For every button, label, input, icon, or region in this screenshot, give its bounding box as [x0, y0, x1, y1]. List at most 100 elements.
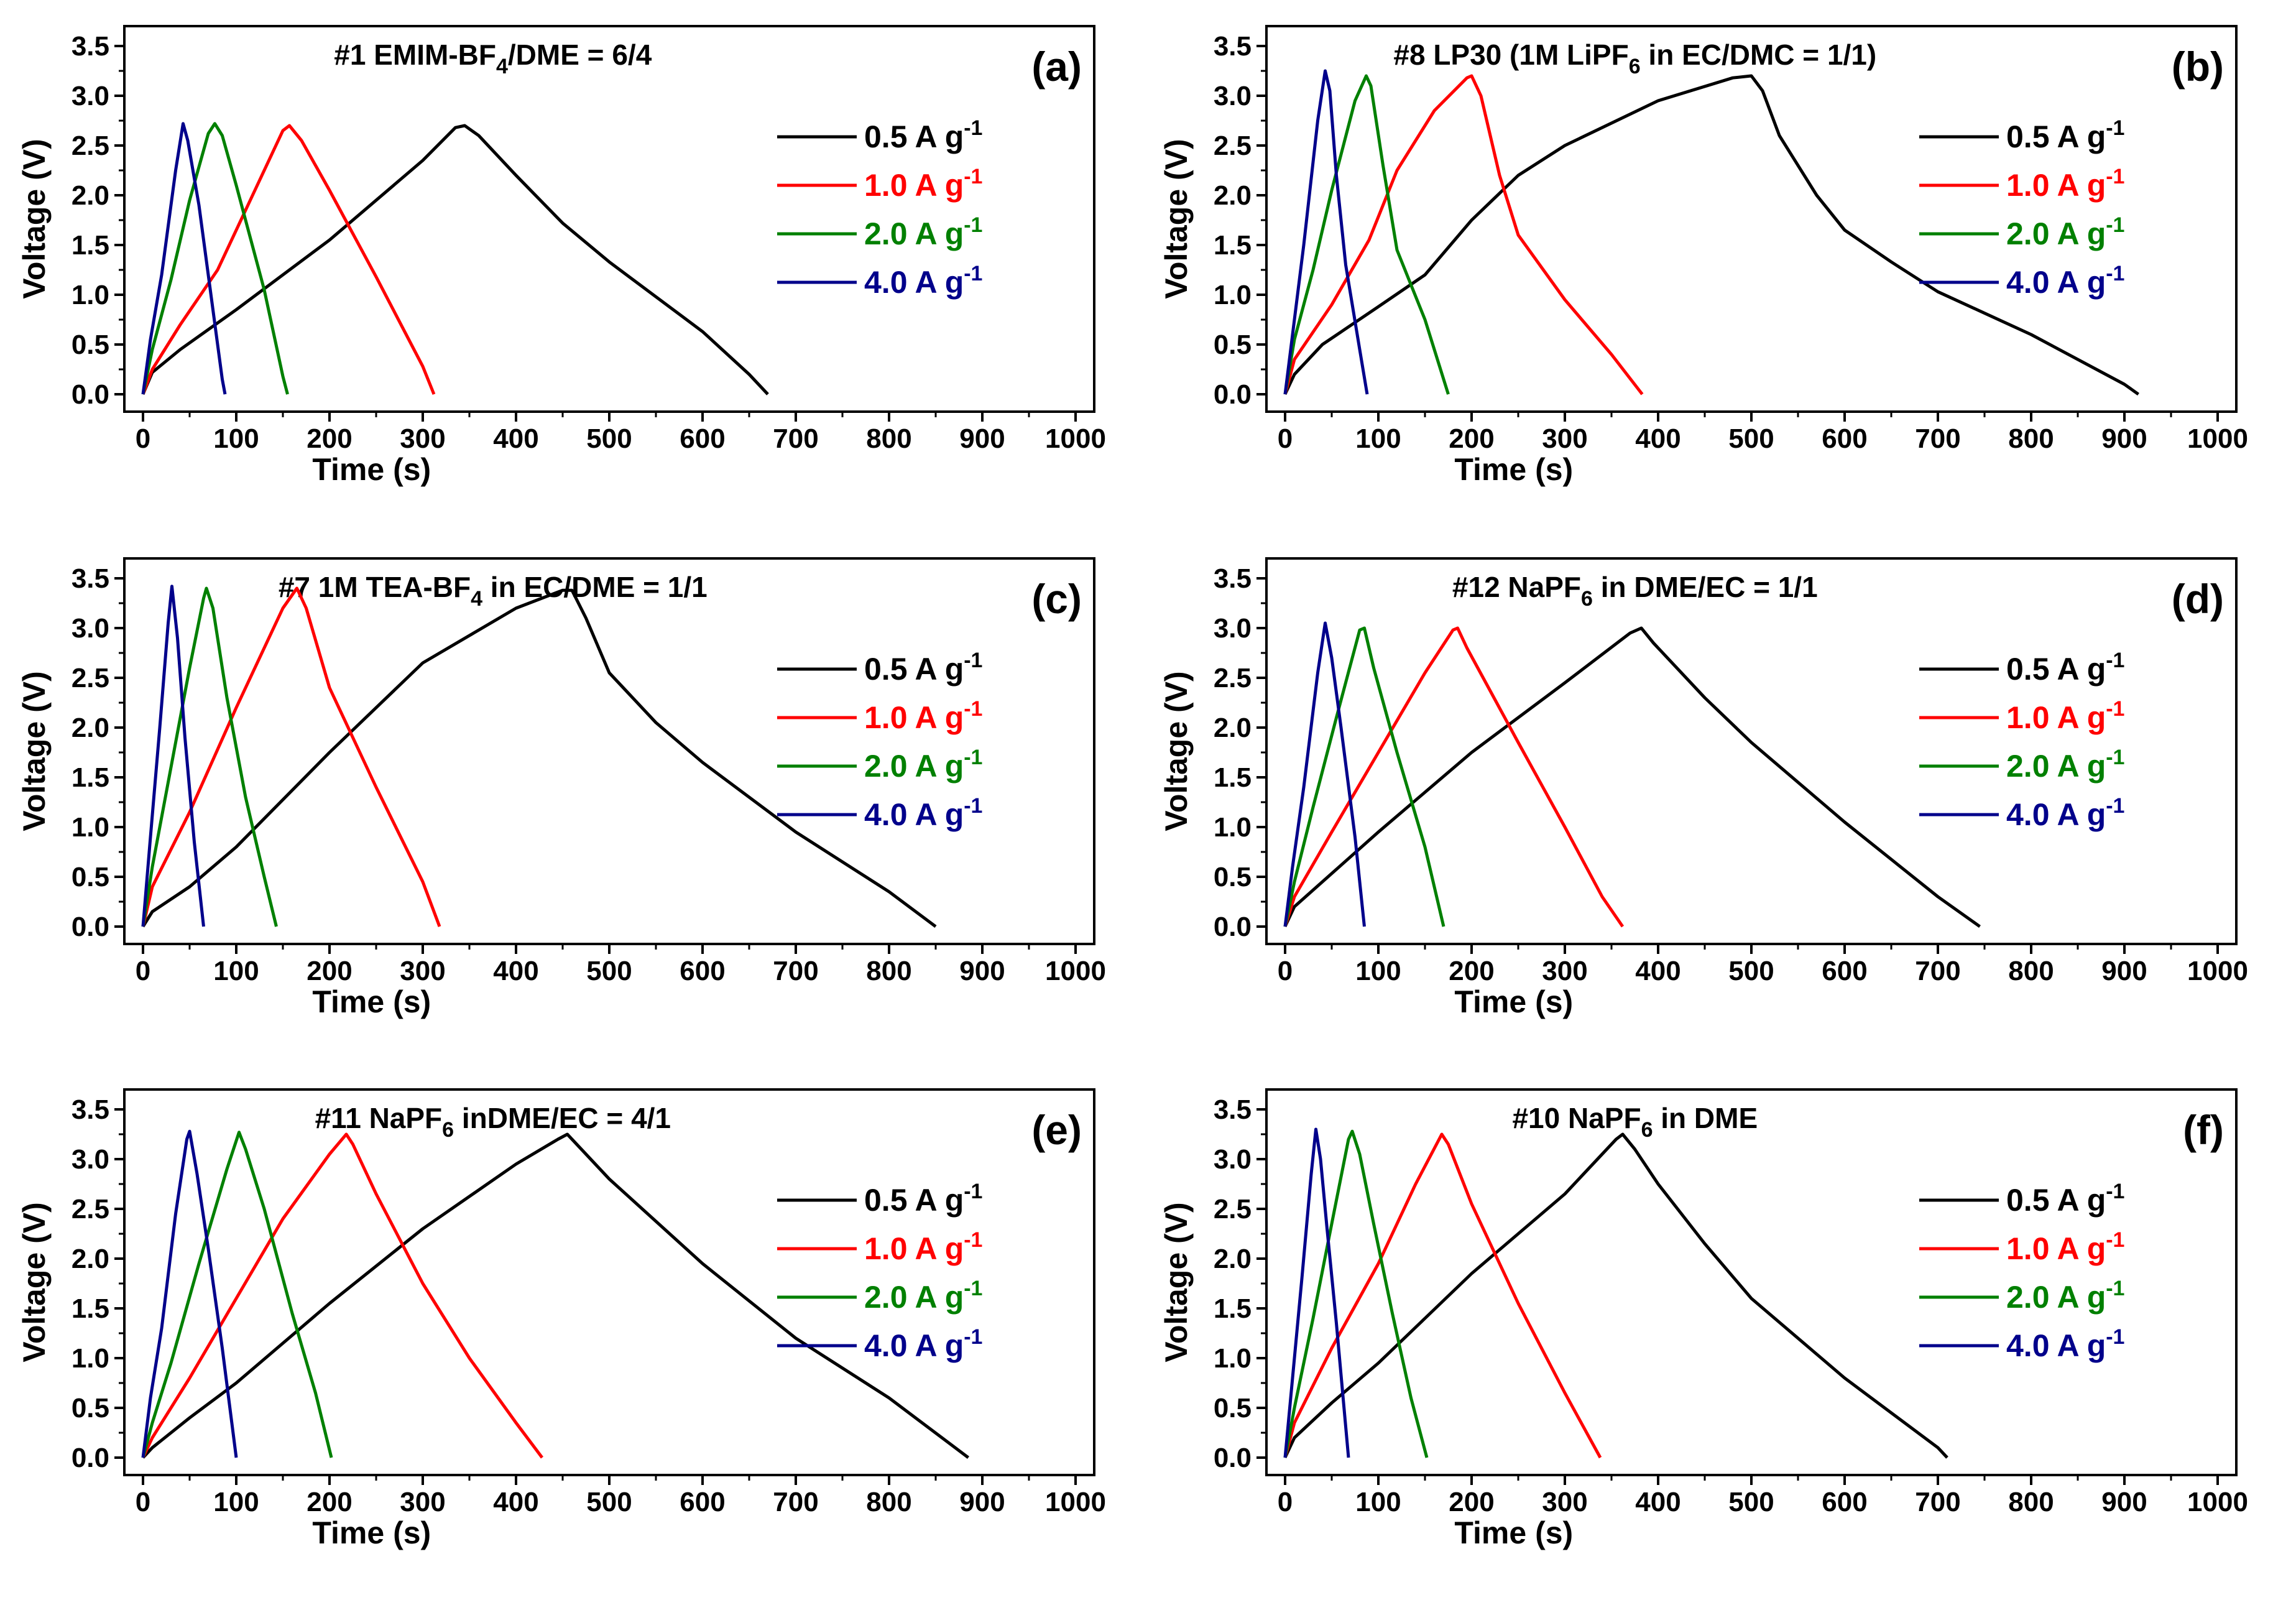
legend-label: 0.5 A g-1 [2006, 1180, 2124, 1218]
x-tick-label: 400 [1635, 956, 1681, 986]
legend-label-superscript: -1 [964, 649, 982, 672]
y-tick-label: 2.0 [1214, 1244, 1252, 1274]
y-tick-label: 2.5 [1214, 131, 1252, 161]
legend-label: 2.0 A g-1 [2006, 1277, 2124, 1315]
legend-label: 2.0 A g-1 [864, 1277, 982, 1315]
legend-label: 0.5 A g-1 [864, 1180, 982, 1218]
y-tick-label: 3.0 [71, 613, 109, 644]
title-subscript: 6 [1641, 1118, 1653, 1142]
x-tick-label: 500 [586, 956, 632, 986]
series-line-1.0 [141, 586, 441, 927]
y-tick-label: 1.5 [71, 230, 109, 261]
y-tick-label: 3.0 [1214, 1144, 1252, 1175]
x-axis-title: Time (s) [312, 984, 431, 1019]
panel-title: #11 NaPF6 inDME/EC = 4/1 [315, 1102, 671, 1142]
title-part: #8 LP30 (1M LiPF [1393, 39, 1628, 71]
y-tick-label: 1.5 [71, 762, 109, 793]
legend-label-superscript: -1 [964, 213, 982, 237]
x-tick-label: 400 [493, 423, 538, 454]
title-part: #1 EMIM-BF [334, 39, 496, 71]
panel-letter: (c) [1031, 576, 1082, 622]
x-tick-label: 100 [213, 423, 259, 454]
x-axis-title: Time (s) [312, 1515, 431, 1550]
panel-letter: (e) [1031, 1107, 1082, 1153]
y-tick-label: 1.5 [1214, 1293, 1252, 1324]
y-tick-label: 3.0 [71, 81, 109, 111]
y-tick-label: 3.0 [1214, 81, 1252, 111]
legend-label-text: 2.0 A g [864, 749, 964, 784]
y-tick-label: 0.0 [71, 1443, 109, 1473]
title-subscript: 6 [1581, 587, 1593, 611]
y-axis-title: Voltage (V) [1159, 139, 1194, 298]
x-tick-label: 100 [213, 956, 259, 986]
series-line-4.0 [1283, 621, 1366, 927]
y-tick-label: 1.0 [1214, 280, 1252, 310]
y-tick-label: 2.0 [71, 713, 109, 743]
title-part: in DME [1653, 1102, 1758, 1134]
legend-label-text: 0.5 A g [864, 1183, 964, 1218]
x-tick-label: 0 [1278, 1487, 1293, 1517]
legend-label-superscript: -1 [964, 262, 982, 285]
series-line-1.0 [141, 1132, 543, 1459]
x-tick-label: 1000 [1045, 956, 1106, 986]
y-tick-label: 1.0 [1214, 1343, 1252, 1374]
panel-letter: (f) [2183, 1107, 2224, 1153]
y-tick-label: 0.5 [71, 1393, 109, 1423]
series-line-2.0 [141, 1131, 333, 1458]
x-tick-label: 700 [773, 423, 818, 454]
title-part: inDME/EC = 4/1 [454, 1102, 671, 1134]
y-tick-label: 1.0 [71, 812, 109, 843]
legend-label-superscript: -1 [2106, 1277, 2124, 1300]
series-line-0.5 [141, 124, 769, 395]
panel-title: #7 1M TEA-BF4 in EC/DME = 1/1 [279, 571, 708, 611]
y-tick-label: 0.0 [1214, 379, 1252, 410]
legend-label-superscript: -1 [2106, 649, 2124, 672]
y-axis-title: Voltage (V) [17, 1202, 52, 1362]
title-part: in DME/EC = 1/1 [1593, 571, 1818, 603]
x-tick-label: 300 [1542, 1487, 1587, 1517]
legend-label: 2.0 A g-1 [2006, 746, 2124, 784]
title-subscript: 4 [471, 587, 482, 611]
y-tick-label: 1.0 [71, 280, 109, 310]
y-tick-label: 3.5 [71, 563, 109, 594]
legend-label-superscript: -1 [2106, 165, 2124, 188]
legend-label-superscript: -1 [964, 794, 982, 818]
legend-label: 2.0 A g-1 [864, 746, 982, 784]
legend-label-text: 2.0 A g [2006, 749, 2106, 784]
series-line-0.5 [1283, 1132, 1948, 1459]
series-line-1.0 [1283, 1132, 1602, 1459]
legend-label-text: 4.0 A g [864, 797, 964, 832]
panel-letter: (d) [2172, 576, 2224, 622]
title-part: #11 NaPF [315, 1102, 443, 1134]
legend-label-superscript: -1 [964, 1325, 982, 1349]
x-tick-label: 400 [1635, 1487, 1681, 1517]
y-tick-label: 3.5 [1214, 1094, 1252, 1125]
legend-label: 4.0 A g-1 [2006, 1325, 2124, 1363]
panel-letter: (b) [2172, 44, 2224, 90]
series-line-0.5 [1283, 74, 2139, 396]
x-tick-label: 900 [959, 956, 1005, 986]
x-tick-label: 1000 [2187, 423, 2248, 454]
y-tick-label: 2.5 [1214, 663, 1252, 693]
x-tick-label: 800 [866, 956, 911, 986]
panel-a: 0 100 200 300 400 500 600 700 800 900 1000 0.0 0.5 1.… [17, 25, 1106, 487]
panel-title: #10 NaPF6 in DME [1512, 1102, 1758, 1142]
x-tick-label: 200 [307, 1487, 352, 1517]
x-tick-label: 100 [1355, 956, 1401, 986]
legend-label-text: 4.0 A g [2006, 1328, 2106, 1363]
y-tick-label: 2.0 [1214, 180, 1252, 211]
legend-label: 4.0 A g-1 [864, 794, 982, 832]
y-tick-label: 3.5 [71, 31, 109, 62]
legend-label: 1.0 A g-1 [2006, 165, 2124, 203]
legend-label: 1.0 A g-1 [864, 1228, 982, 1266]
legend-label: 0.5 A g-1 [864, 649, 982, 687]
x-tick-label: 500 [586, 1487, 632, 1517]
series-line-1.0 [1283, 626, 1625, 928]
series-line-1.0 [141, 124, 436, 395]
legend-label-text: 1.0 A g [864, 1231, 964, 1266]
series-line-4.0 [141, 122, 227, 395]
x-tick-label: 400 [493, 1487, 538, 1517]
x-tick-label: 700 [1915, 956, 1960, 986]
panel-letter: (a) [1031, 44, 1082, 90]
